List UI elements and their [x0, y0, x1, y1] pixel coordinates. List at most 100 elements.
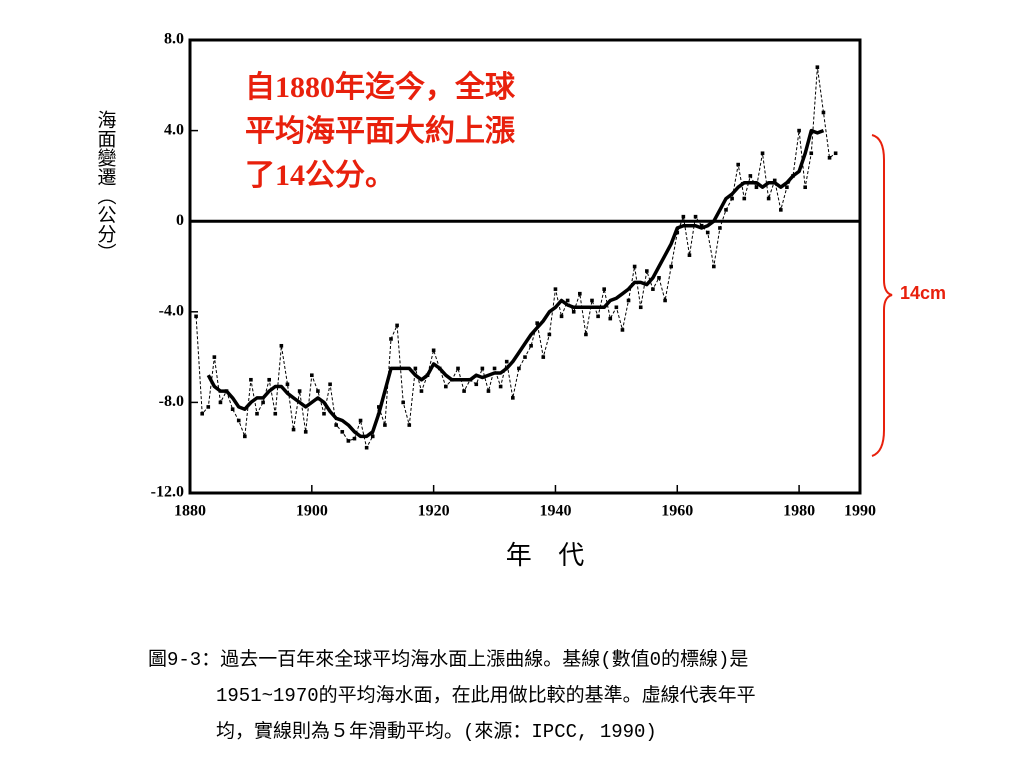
annual-point [480, 366, 485, 371]
annual-point [419, 389, 424, 393]
caption: 圖9-3：過去一百年來全球平均海水面上漲曲線。基線(數值0的標線)是 [148, 648, 748, 671]
annual-point [736, 162, 740, 167]
annual-point [328, 382, 332, 387]
annotation: 了14公分。 [245, 159, 395, 192]
annual-point [559, 314, 564, 319]
x-tick-label: 1960 [661, 503, 693, 520]
annual-point [370, 434, 375, 439]
annual-point [663, 298, 667, 303]
annual-point [535, 321, 539, 325]
annual-point [718, 226, 722, 230]
annual-point [712, 264, 716, 269]
annual-point [827, 155, 832, 160]
bracket [871, 134, 893, 457]
annotation: 平均海平面大約上漲 [245, 115, 516, 148]
annotation: 自1880年迄今，全球 [245, 70, 516, 104]
plot-frame [188, 38, 862, 495]
annual-point [236, 418, 241, 423]
annual-point [212, 355, 217, 359]
annual-point [511, 396, 515, 400]
y-tick-label: -12.0 [151, 484, 184, 501]
annual-point [638, 305, 643, 310]
annual-point [486, 389, 491, 393]
annual-point [584, 332, 588, 337]
annual-point [590, 298, 594, 303]
annual-point [310, 373, 314, 378]
annual-point [498, 384, 503, 389]
annual-point [364, 445, 369, 450]
x-axis-label: 年 代 [506, 541, 585, 570]
annual-point [626, 298, 631, 303]
annual-point [541, 355, 546, 359]
annual-line [195, 66, 836, 449]
annual-point [724, 208, 728, 212]
x-tick-label: 1880 [174, 503, 206, 520]
y-tick-label: -8.0 [159, 393, 184, 410]
annual-point [389, 337, 393, 341]
annual-point [779, 208, 783, 212]
x-tick-label: 1940 [539, 503, 571, 520]
annual-point [742, 196, 747, 201]
annual-point [565, 298, 570, 303]
annual-point [316, 389, 320, 393]
annual-point [760, 151, 765, 156]
annual-point [699, 223, 704, 228]
annual-point [243, 434, 247, 439]
annual-point [291, 427, 296, 432]
y-tick-label: 0 [176, 212, 184, 229]
annual-point [267, 377, 271, 382]
annual-point [614, 305, 619, 310]
annual-point [596, 314, 600, 319]
annual-point [730, 196, 734, 201]
annual-point [346, 439, 351, 443]
annual-point [833, 151, 838, 156]
annual-point [803, 185, 807, 190]
annual-point [620, 328, 625, 332]
annual-point [785, 185, 789, 190]
annual-point [754, 185, 759, 190]
annual-point [681, 214, 686, 219]
annual-point [334, 423, 338, 427]
annual-point [687, 253, 692, 257]
annual-point [200, 411, 204, 416]
bracket-label: 14cm [900, 283, 946, 303]
annual-point [401, 400, 405, 405]
annual-point [218, 400, 223, 405]
annual-point [431, 348, 436, 353]
annual-point [602, 287, 606, 291]
annual-point [809, 151, 814, 156]
annual-point [645, 269, 649, 273]
annual-point [261, 400, 265, 405]
annual-point [651, 287, 655, 291]
annual-point [772, 178, 777, 183]
annual-point [456, 366, 460, 371]
annual-point [395, 323, 399, 328]
annual-point [383, 423, 387, 427]
annual-point [523, 355, 527, 359]
annual-point [249, 377, 253, 382]
annual-point [821, 110, 826, 115]
annual-point [230, 407, 235, 411]
annual-point [340, 430, 345, 434]
x-tick-label: 1920 [418, 503, 450, 520]
annual-point [255, 411, 259, 416]
x-tick-label: 1980 [783, 503, 815, 520]
annual-point [462, 389, 466, 393]
annual-point [571, 310, 576, 314]
annual-point [194, 314, 198, 319]
annual-point [273, 411, 278, 416]
annual-point [358, 418, 363, 423]
annual-point [766, 196, 771, 201]
annual-point [297, 389, 302, 393]
annual-point [474, 382, 479, 387]
annual-point [322, 411, 326, 416]
annual-point [553, 287, 558, 291]
annual-point [608, 316, 613, 321]
caption: 1951~1970的平均海水面，在此用做比較的基準。虛線代表年平 [216, 684, 756, 707]
annual-point [492, 366, 497, 371]
annual-point [407, 423, 412, 427]
annual-point [815, 65, 820, 69]
y-tick-label: 4.0 [164, 121, 184, 138]
annual-point [669, 264, 673, 269]
